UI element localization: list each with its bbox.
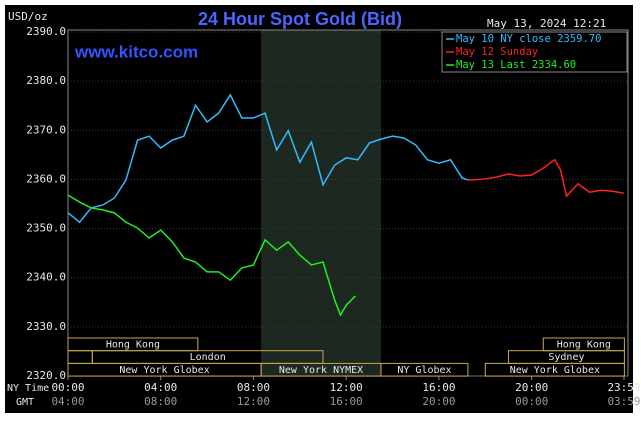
gmt-tick-label: 20:00: [422, 395, 455, 408]
session-label: Hong Kong: [106, 340, 160, 351]
y-tick-label: 2380.0: [26, 74, 66, 87]
price-line: [67, 93, 469, 224]
session-shade: [261, 30, 381, 376]
y-tick-label: 2390.0: [26, 25, 66, 38]
gmt-label: GMT: [16, 397, 34, 408]
gmt-tick-label: 08:00: [144, 395, 177, 408]
y-tick-label: 2340.0: [26, 271, 66, 284]
legend-box: [441, 31, 628, 73]
x-tick-label: 12:00: [330, 381, 363, 394]
session-label: New York NYMEX: [279, 365, 363, 376]
x-tick-label: 23:59: [607, 381, 640, 394]
x-tick-label: 00:00: [51, 381, 84, 394]
session-label: Sydney: [548, 352, 584, 363]
gmt-tick-label: 12:00: [237, 395, 270, 408]
gmt-tick-label: 03:59: [607, 395, 640, 408]
y-tick-label: 2320.0: [26, 369, 66, 382]
price-line: [67, 194, 357, 317]
price-line: [467, 158, 625, 198]
session-label: New York Globex: [119, 365, 209, 376]
session-label: New York Globex: [510, 365, 600, 376]
gmt-tick-label: 16:00: [330, 395, 363, 408]
x-tick-label: 08:00: [237, 381, 270, 394]
legend-label: May 12 Sunday: [456, 46, 538, 58]
ny-time-label: NY Time: [7, 383, 49, 394]
x-tick-label: 04:00: [144, 381, 177, 394]
watermark: www.kitco.com: [74, 42, 198, 61]
legend-label: May 13 Last 2334.60: [456, 59, 576, 71]
x-tick-label: 16:00: [422, 381, 455, 394]
x-tick-label: 20:00: [515, 381, 548, 394]
y-tick-label: 2350.0: [26, 222, 66, 235]
gmt-tick-label: 00:00: [515, 395, 548, 408]
y-tick-label: 2360.0: [26, 172, 66, 185]
timestamp: May 13, 2024 12:21: [487, 17, 606, 30]
session-label: NY Globex: [397, 365, 451, 376]
y-tick-label: 2330.0: [26, 320, 66, 333]
session-label: London: [190, 352, 226, 363]
gmt-tick-label: 04:00: [51, 395, 84, 408]
legend-label: May 10 NY close 2359.70: [456, 33, 601, 45]
chart-title: 24 Hour Spot Gold (Bid): [198, 9, 402, 29]
session-box: [380, 362, 469, 377]
session-box: [484, 362, 625, 377]
y-tick-label: 2370.0: [26, 123, 66, 136]
y-unit: USD/oz: [8, 10, 48, 23]
session-label: Hong Kong: [557, 340, 611, 351]
